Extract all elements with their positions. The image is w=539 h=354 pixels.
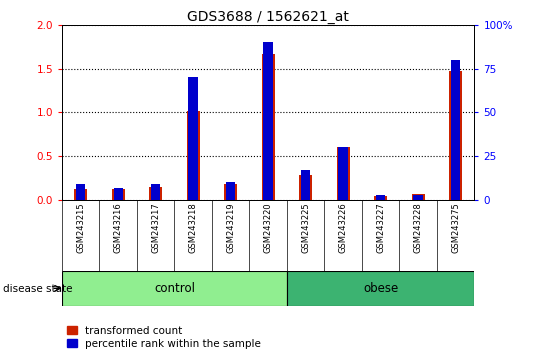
- Text: GSM243226: GSM243226: [338, 202, 348, 253]
- Bar: [338, 147, 348, 200]
- Text: GSM243218: GSM243218: [189, 202, 198, 253]
- Bar: [301, 170, 310, 200]
- Bar: [374, 196, 387, 200]
- Bar: [376, 195, 385, 200]
- Bar: [264, 42, 273, 200]
- Text: GSM243228: GSM243228: [413, 202, 423, 253]
- Text: disease state: disease state: [3, 284, 72, 293]
- Bar: [287, 271, 474, 306]
- Text: GSM243215: GSM243215: [76, 202, 85, 253]
- Bar: [449, 71, 462, 200]
- Bar: [413, 195, 423, 200]
- Text: control: control: [154, 282, 195, 295]
- Title: GDS3688 / 1562621_at: GDS3688 / 1562621_at: [187, 10, 349, 24]
- Bar: [189, 78, 198, 200]
- Bar: [224, 184, 237, 200]
- Bar: [412, 194, 425, 200]
- Text: GSM243225: GSM243225: [301, 202, 310, 253]
- Bar: [114, 188, 123, 200]
- Text: obese: obese: [363, 282, 398, 295]
- Bar: [149, 187, 162, 200]
- Bar: [261, 54, 275, 200]
- Bar: [112, 189, 125, 200]
- Bar: [62, 271, 287, 306]
- Bar: [299, 176, 312, 200]
- Bar: [74, 189, 87, 200]
- Bar: [336, 147, 350, 200]
- Bar: [76, 184, 85, 200]
- Text: GSM243216: GSM243216: [114, 202, 123, 253]
- Text: GSM243220: GSM243220: [264, 202, 273, 253]
- Bar: [186, 111, 200, 200]
- Bar: [226, 183, 236, 200]
- Text: GSM243219: GSM243219: [226, 202, 235, 253]
- Bar: [151, 184, 161, 200]
- Text: GSM243227: GSM243227: [376, 202, 385, 253]
- Legend: transformed count, percentile rank within the sample: transformed count, percentile rank withi…: [67, 326, 261, 349]
- Text: GSM243217: GSM243217: [151, 202, 160, 253]
- Text: GSM243275: GSM243275: [451, 202, 460, 253]
- Bar: [451, 60, 460, 200]
